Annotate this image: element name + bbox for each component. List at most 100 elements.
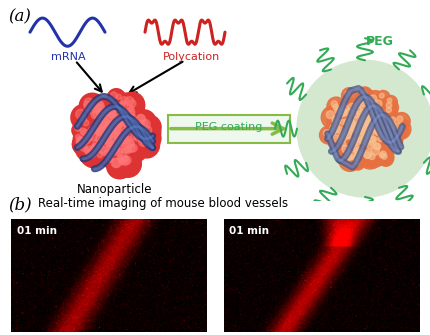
Circle shape — [116, 132, 139, 154]
Circle shape — [104, 143, 128, 167]
Circle shape — [135, 131, 160, 156]
Circle shape — [111, 117, 131, 137]
Circle shape — [109, 121, 123, 135]
Circle shape — [387, 122, 400, 135]
Circle shape — [111, 92, 117, 99]
Circle shape — [360, 111, 384, 135]
Circle shape — [77, 125, 97, 145]
Circle shape — [101, 126, 110, 136]
Circle shape — [333, 104, 356, 128]
Circle shape — [344, 131, 352, 138]
Circle shape — [102, 123, 129, 150]
Circle shape — [92, 145, 99, 152]
Circle shape — [375, 128, 381, 134]
Circle shape — [120, 112, 129, 121]
Circle shape — [360, 126, 365, 131]
Circle shape — [388, 121, 395, 128]
Circle shape — [359, 115, 372, 128]
Circle shape — [111, 124, 126, 138]
Circle shape — [117, 144, 124, 152]
Circle shape — [377, 122, 381, 127]
Circle shape — [107, 125, 116, 135]
Circle shape — [87, 108, 108, 128]
Circle shape — [350, 97, 369, 116]
Circle shape — [111, 142, 116, 147]
Circle shape — [358, 123, 366, 131]
Circle shape — [133, 124, 138, 130]
Circle shape — [373, 115, 378, 120]
Circle shape — [389, 135, 395, 141]
Circle shape — [362, 118, 369, 125]
Circle shape — [328, 131, 349, 151]
Circle shape — [356, 115, 375, 134]
Circle shape — [106, 108, 116, 118]
Circle shape — [338, 135, 350, 147]
Circle shape — [338, 134, 346, 143]
Circle shape — [366, 133, 383, 151]
Circle shape — [125, 139, 147, 162]
Circle shape — [349, 141, 369, 161]
Circle shape — [353, 108, 369, 124]
Circle shape — [120, 124, 139, 143]
Circle shape — [350, 125, 356, 131]
Text: (b): (b) — [8, 196, 32, 213]
Circle shape — [359, 123, 373, 137]
Circle shape — [89, 106, 110, 127]
Circle shape — [107, 127, 116, 136]
Circle shape — [117, 92, 138, 114]
Circle shape — [138, 126, 162, 150]
Circle shape — [378, 111, 385, 118]
Circle shape — [106, 131, 111, 137]
Circle shape — [123, 106, 144, 128]
Circle shape — [100, 118, 109, 127]
Circle shape — [101, 119, 128, 146]
Circle shape — [353, 121, 368, 136]
Circle shape — [104, 124, 122, 142]
Circle shape — [341, 142, 346, 146]
Circle shape — [352, 147, 366, 162]
Circle shape — [84, 123, 105, 143]
Circle shape — [93, 128, 107, 142]
Circle shape — [107, 88, 126, 108]
Circle shape — [361, 134, 368, 141]
Circle shape — [390, 119, 411, 140]
Circle shape — [361, 92, 368, 98]
Circle shape — [122, 137, 127, 142]
Circle shape — [361, 137, 384, 159]
Circle shape — [358, 87, 372, 101]
Circle shape — [383, 105, 398, 119]
Circle shape — [366, 125, 380, 138]
Circle shape — [125, 95, 145, 117]
Circle shape — [395, 123, 402, 130]
Circle shape — [346, 117, 365, 136]
Circle shape — [390, 117, 396, 124]
Circle shape — [385, 113, 404, 132]
Circle shape — [368, 133, 383, 148]
Text: (a): (a) — [8, 8, 31, 25]
Circle shape — [112, 109, 132, 129]
Circle shape — [369, 121, 374, 125]
Circle shape — [80, 143, 87, 151]
Circle shape — [360, 119, 367, 126]
Circle shape — [73, 132, 92, 152]
Circle shape — [363, 150, 372, 158]
Circle shape — [96, 126, 105, 135]
Circle shape — [121, 97, 129, 104]
Circle shape — [371, 147, 379, 155]
Circle shape — [79, 92, 106, 120]
Circle shape — [86, 148, 95, 157]
Circle shape — [319, 126, 337, 144]
Circle shape — [355, 151, 362, 157]
Circle shape — [93, 106, 112, 125]
Circle shape — [104, 122, 114, 131]
Circle shape — [374, 118, 381, 124]
Circle shape — [105, 110, 120, 125]
Circle shape — [141, 120, 150, 129]
Circle shape — [385, 132, 402, 149]
Circle shape — [327, 97, 345, 116]
Circle shape — [132, 119, 136, 124]
Circle shape — [363, 130, 370, 137]
Circle shape — [80, 144, 96, 159]
Circle shape — [342, 122, 363, 143]
Circle shape — [104, 121, 127, 143]
